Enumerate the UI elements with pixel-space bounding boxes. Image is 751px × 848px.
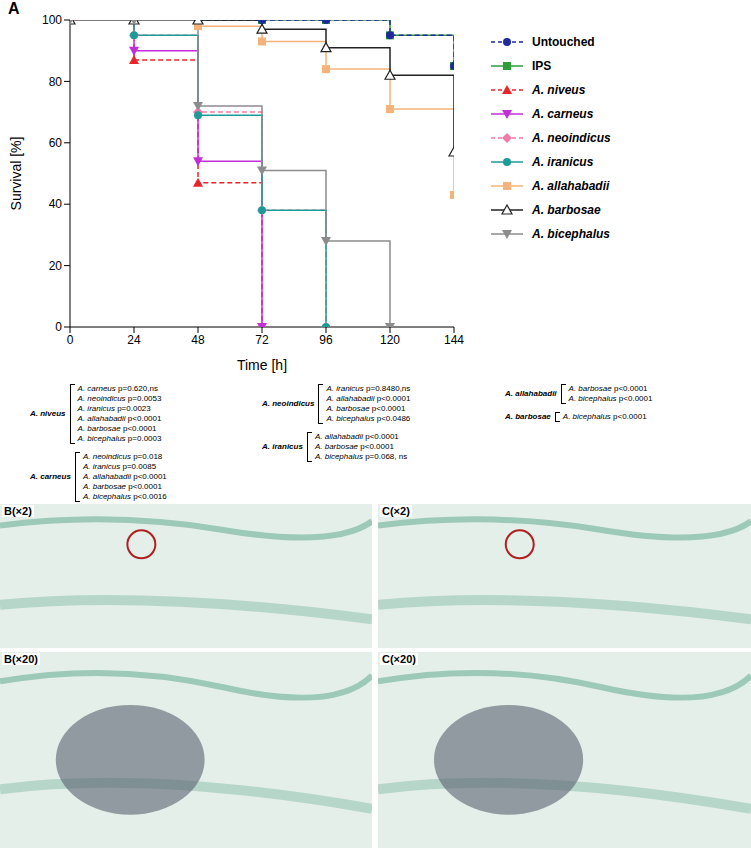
html-text:A. bicephalus p<0.0001: A. bicephalus p<0.0001 (562, 412, 647, 421)
html-text:C(×2): C(×2) (382, 505, 410, 517)
html-text:A. barbosae p<0.0001: A. barbosae p<0.0001 (77, 424, 157, 433)
svg-text:Time [h]: Time [h] (237, 357, 287, 373)
html-text:A. allahabadii p<0.0001: A. allahabadii p<0.0001 (314, 432, 399, 441)
html-text:A. iranicus p=0.0085: A. iranicus p=0.0085 (82, 462, 157, 471)
svg-text:20: 20 (49, 259, 63, 273)
html-text:IPS: IPS (532, 59, 552, 73)
svg-text:48: 48 (191, 333, 205, 347)
html-text:A. allahabadii p<0.0001: A. allahabadii p<0.0001 (77, 414, 162, 423)
html-text:A. carneus: A. carneus (30, 472, 71, 481)
html-text:A. iranicus p=0.8480,ns: A. iranicus p=0.8480,ns (326, 384, 411, 393)
html-text:A. neoindicus p=0.018: A. neoindicus p=0.018 (82, 452, 163, 461)
html-text:A. niveus: A. niveus (532, 83, 586, 97)
html-text:A. neoindicus p=0.0053: A. neoindicus p=0.0053 (77, 394, 162, 403)
html-text:Untouched: Untouched (532, 35, 595, 49)
svg-text:24: 24 (127, 333, 141, 347)
svg-text:Survival [%]: Survival [%] (8, 137, 24, 211)
html-text:A. allahabadii p<0.0001: A. allahabadii p<0.0001 (82, 472, 167, 481)
html-text:A. allahabadii: A. allahabadii (505, 389, 557, 398)
html-text:A. bicephalus p<0.0486: A. bicephalus p<0.0486 (326, 414, 411, 423)
html-text:A. barbosae p<0.0001: A. barbosae p<0.0001 (314, 442, 394, 451)
html-text:A. iranicus: A. iranicus (262, 442, 303, 451)
svg-text:0: 0 (67, 333, 74, 347)
svg-text:100: 100 (42, 13, 62, 27)
svg-text:60: 60 (49, 136, 63, 150)
html-text:A. barbosae: A. barbosae (532, 203, 601, 217)
html-text:A. carneus: A. carneus (532, 107, 594, 121)
svg-text:72: 72 (255, 333, 269, 347)
html-text:A: A (8, 0, 20, 17)
html-text:A. bicephalus p=0.0003: A. bicephalus p=0.0003 (77, 434, 162, 443)
html-text:A. carneus p=0.620,ns: A. carneus p=0.620,ns (77, 384, 158, 393)
svg-text:120: 120 (380, 333, 400, 347)
html-text:B(×20): B(×20) (4, 653, 38, 665)
html-text:A. bicephalus: A. bicephalus (532, 227, 610, 241)
html-text:A. neoindicus: A. neoindicus (262, 399, 315, 408)
svg-text:40: 40 (49, 197, 63, 211)
html-text:C(×20): C(×20) (382, 653, 416, 665)
html-text:A. allahabadii p<0.0001: A. allahabadii p<0.0001 (326, 394, 411, 403)
svg-text:144: 144 (444, 333, 464, 347)
html-text:A. barbosae p<0.0001: A. barbosae p<0.0001 (568, 384, 648, 393)
html-text:A. bicephalus p<0.0001: A. bicephalus p<0.0001 (568, 394, 653, 403)
html-text:A. bicephalus p=0.068, ns: A. bicephalus p=0.068, ns (314, 452, 408, 461)
html-text:A. barbosae: A. barbosae (505, 412, 551, 421)
html-text:A. iranicus: A. iranicus (532, 155, 594, 169)
svg-text:96: 96 (319, 333, 333, 347)
html-text:A. barbosae p<0.0001: A. barbosae p<0.0001 (326, 404, 406, 413)
html-text:A. iranicus p=0.0023: A. iranicus p=0.0023 (77, 404, 151, 413)
html-text:B(×2): B(×2) (4, 505, 32, 517)
html-text:A. neoindicus: A. neoindicus (532, 131, 611, 145)
svg-text:0: 0 (55, 320, 62, 334)
svg-text:80: 80 (49, 75, 63, 89)
html-text:A. niveus: A. niveus (30, 409, 66, 418)
html-text:A. barbosae p<0.0001: A. barbosae p<0.0001 (82, 482, 162, 491)
html-text:A. allahabadii: A. allahabadii (532, 179, 610, 193)
html-text:A. bicephalus p<0.0016: A. bicephalus p<0.0016 (82, 492, 167, 501)
